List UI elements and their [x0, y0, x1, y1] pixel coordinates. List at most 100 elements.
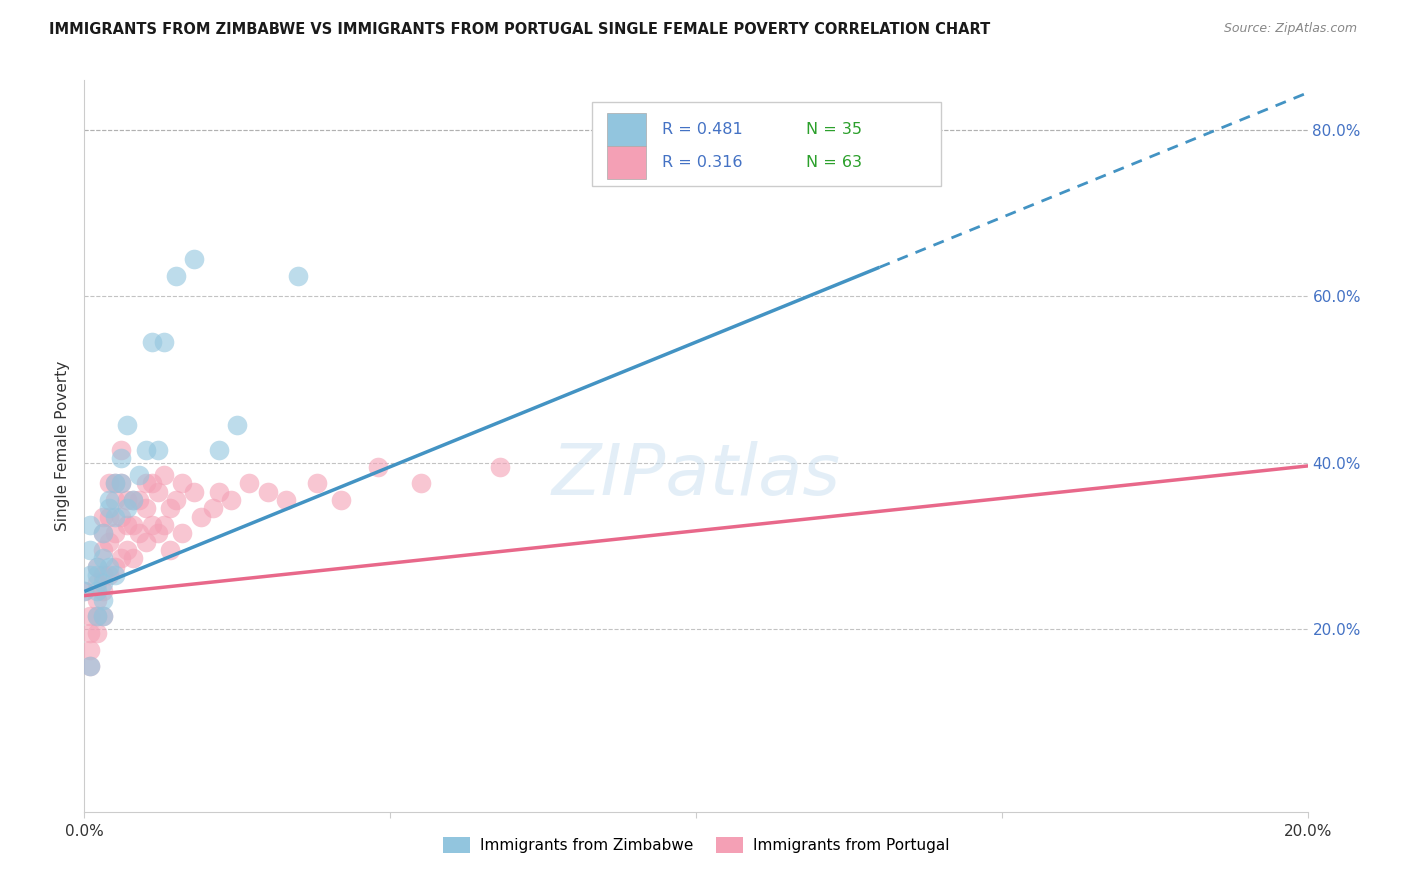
Point: [146, 526, 169, 541]
Point: [153, 335, 176, 350]
Point: [110, 476, 132, 491]
Text: R = 0.316: R = 0.316: [662, 155, 742, 170]
Point: [97, 534, 120, 549]
Point: [91, 542, 114, 557]
Point: [122, 493, 145, 508]
Point: [79, 659, 101, 673]
Point: [86, 609, 108, 624]
FancyBboxPatch shape: [606, 146, 645, 179]
Text: ZIPatlas: ZIPatlas: [551, 441, 841, 509]
Point: [91, 526, 114, 541]
Point: [97, 567, 120, 582]
Point: [86, 559, 108, 574]
Point: [128, 526, 150, 541]
Point: [153, 468, 176, 483]
Point: [104, 526, 127, 541]
Point: [153, 518, 176, 533]
Point: [91, 526, 114, 541]
Legend: Immigrants from Zimbabwe, Immigrants from Portugal: Immigrants from Zimbabwe, Immigrants fro…: [437, 830, 955, 859]
Point: [128, 493, 150, 508]
Point: [91, 584, 114, 599]
Point: [97, 509, 120, 524]
Point: [79, 659, 101, 673]
Point: [110, 443, 132, 458]
Point: [219, 493, 242, 508]
Point: [159, 501, 181, 516]
Y-axis label: Single Female Poverty: Single Female Poverty: [55, 361, 70, 531]
Text: IMMIGRANTS FROM ZIMBABWE VS IMMIGRANTS FROM PORTUGAL SINGLE FEMALE POVERTY CORRE: IMMIGRANTS FROM ZIMBABWE VS IMMIGRANTS F…: [49, 22, 990, 37]
Point: [115, 501, 138, 516]
Point: [115, 518, 138, 533]
Point: [91, 509, 114, 524]
Point: [165, 268, 187, 283]
Point: [183, 252, 205, 266]
Point: [91, 551, 114, 566]
Point: [287, 268, 309, 283]
Point: [110, 476, 132, 491]
Text: N = 35: N = 35: [806, 121, 862, 136]
Point: [276, 493, 298, 508]
Point: [238, 476, 260, 491]
Point: [141, 476, 163, 491]
Text: R = 0.481: R = 0.481: [662, 121, 742, 136]
Point: [190, 509, 212, 524]
Point: [79, 518, 101, 533]
Point: [208, 484, 231, 499]
Point: [86, 584, 108, 599]
Point: [135, 501, 157, 516]
Point: [104, 493, 127, 508]
Point: [110, 509, 132, 524]
Point: [97, 476, 120, 491]
Point: [122, 551, 145, 566]
Point: [208, 443, 231, 458]
Point: [172, 476, 194, 491]
Point: [91, 609, 114, 624]
Point: [115, 542, 138, 557]
Point: [201, 501, 224, 516]
Point: [104, 476, 127, 491]
Text: N = 63: N = 63: [806, 155, 862, 170]
Point: [86, 626, 108, 640]
FancyBboxPatch shape: [592, 103, 941, 186]
Point: [135, 443, 157, 458]
Point: [489, 459, 512, 474]
Text: Source: ZipAtlas.com: Source: ZipAtlas.com: [1223, 22, 1357, 36]
Point: [172, 526, 194, 541]
Point: [135, 476, 157, 491]
FancyBboxPatch shape: [606, 112, 645, 145]
Point: [146, 443, 169, 458]
Point: [104, 509, 127, 524]
Point: [115, 493, 138, 508]
Point: [73, 584, 96, 599]
Point: [86, 559, 108, 574]
Point: [104, 559, 127, 574]
Point: [91, 592, 114, 607]
Point: [79, 626, 101, 640]
Point: [165, 493, 187, 508]
Point: [110, 551, 132, 566]
Point: [91, 576, 114, 591]
Point: [305, 476, 328, 491]
Point: [257, 484, 280, 499]
Point: [409, 476, 432, 491]
Point: [141, 518, 163, 533]
Point: [86, 567, 108, 582]
Point: [79, 609, 101, 624]
Point: [183, 484, 205, 499]
Point: [97, 559, 120, 574]
Point: [91, 567, 114, 582]
Point: [122, 518, 145, 533]
Point: [79, 567, 101, 582]
Point: [135, 534, 157, 549]
Point: [86, 609, 108, 624]
Point: [91, 609, 114, 624]
Point: [159, 542, 181, 557]
Point: [146, 484, 169, 499]
Point: [110, 451, 132, 466]
Point: [104, 567, 127, 582]
Point: [226, 418, 249, 433]
Point: [73, 584, 96, 599]
Point: [330, 493, 353, 508]
Point: [86, 592, 108, 607]
Point: [79, 542, 101, 557]
